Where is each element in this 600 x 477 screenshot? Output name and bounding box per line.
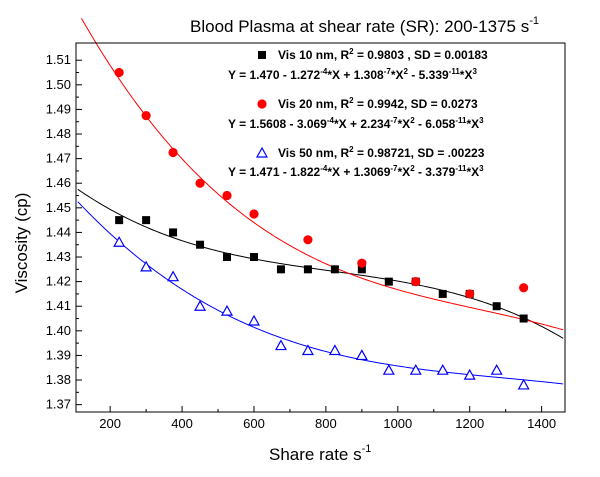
data-point-vis-20-nm [195,178,205,188]
data-point-vis-20-nm [303,235,313,245]
y-tick-label: 1.43 [46,249,71,264]
data-point-vis-10-nm [384,277,393,286]
data-point-vis-50-nm [274,339,287,351]
legend-equation-vis-10-nm: Y = 1.470 - 1.272-4*X + 1.308-7*X2 - 5.3… [228,67,477,82]
data-point-vis-20-nm [168,147,178,158]
data-point-vis-50-nm [301,344,314,356]
data-point-vis-20-nm [114,67,124,78]
data-point-vis-20-nm [411,277,421,287]
y-tick-label: 1.44 [46,224,71,239]
data-point-vis-50-nm [463,368,476,380]
fit-curve-vis-10-nm [77,188,564,339]
data-point-vis-10-nm [357,265,366,274]
data-point-vis-20-nm [222,190,232,201]
x-tick-label: 600 [243,416,265,431]
x-tick-label: 400 [171,416,193,431]
data-point-vis-50-nm [382,363,395,375]
chart-title: Blood Plasma at shear rate (SR): 200-137… [190,15,539,36]
x-axis-label: Share rate s-1 [269,443,371,464]
data-point-vis-10-nm [492,302,501,311]
y-axis-label: Viscosity (cp) [12,193,31,294]
y-tick-label: 1.50 [46,77,71,92]
data-point-vis-50-nm [490,363,503,375]
data-point-vis-50-nm [517,378,530,390]
data-point-vis-10-nm [115,216,124,225]
y-tick-label: 1.38 [46,372,71,387]
legend-marker-vis-50-nm [255,146,269,158]
data-point-vis-50-nm [113,236,126,247]
data-point-vis-50-nm [436,363,449,375]
x-axis-label-superscript: -1 [362,443,372,455]
legend-stats-vis-50-nm: Vis 50 nm, R2 = 0.98721, SD = .00223 [278,145,485,160]
y-tick-label: 1.46 [46,175,71,190]
legend-marker-vis-10-nm [258,51,266,59]
y-tick-label: 1.48 [46,126,71,141]
fit-curve-vis-50-nm [77,201,564,385]
x-tick-label: 800 [315,416,337,431]
data-point-vis-10-nm [438,289,447,298]
x-tick-label: 1000 [383,416,412,431]
x-axis-ticks: 200 400 600 800 1000 1200 1400 [99,406,556,431]
data-point-vis-50-nm [140,260,153,272]
data-point-vis-20-nm [465,289,475,299]
x-tick-label: 1200 [455,416,484,431]
data-point-vis-10-nm [330,265,339,274]
data-point-vis-10-nm [249,253,258,262]
data-point-vis-10-nm [519,314,528,323]
data-point-vis-20-nm [519,283,529,293]
data-point-vis-50-nm [194,299,207,311]
y-tick-label: 1.51 [46,52,71,67]
plot-area-frame [75,42,566,413]
data-point-vis-50-nm [167,270,180,282]
y-tick-label: 1.49 [46,101,71,116]
data-point-vis-10-nm [196,240,205,249]
x-tick-label: 200 [99,416,121,431]
y-tick-label: 1.42 [46,274,71,289]
data-point-vis-10-nm [276,265,285,274]
legend-marker-vis-20-nm [257,99,267,109]
x-tick-label: 1400 [527,416,556,431]
data-point-vis-50-nm [247,314,261,326]
data-point-vis-10-nm [169,228,178,237]
y-tick-label: 1.37 [46,397,71,412]
data-point-vis-50-nm [220,304,234,316]
legend-equation-vis-50-nm: Y = 1.471 - 1.822-4*X + 1.3069-7*X2 - 3.… [228,164,484,179]
data-point-vis-20-nm [249,209,259,219]
data-point-vis-50-nm [355,349,368,361]
y-tick-label: 1.47 [46,151,71,166]
data-markers [113,67,530,390]
legend-stats-vis-10-nm: Vis 10 nm, R2 = 0.9803 , SD = 0.00183 [278,47,488,62]
y-tick-label: 1.41 [46,298,71,313]
data-point-vis-20-nm [141,110,151,121]
legend-stats-vis-20-nm: Vis 20 nm, R2 = 0.9942, SD = 0.0273 [278,96,478,111]
data-point-vis-50-nm [328,344,341,356]
data-point-vis-10-nm [142,216,151,225]
data-point-vis-50-nm [409,363,422,375]
fit-curve-vis-20-nm [80,17,564,331]
y-axis-ticks: 1.37 1.38 1.39 1.40 1.41 1.42 1.43 1.44 1.45 1.46… [46,52,82,412]
data-point-vis-20-nm [357,258,367,268]
legend: Vis 10 nm, R2 = 0.9803 , SD = 0.00183 Y =… [228,47,488,179]
fit-curves [77,17,564,385]
data-point-vis-10-nm [303,265,312,274]
y-tick-label: 1.39 [46,347,71,362]
y-tick-label: 1.40 [46,323,71,338]
data-point-vis-10-nm [223,253,232,262]
y-tick-label: 1.45 [46,200,71,215]
chart-title-superscript: -1 [529,15,539,27]
legend-equation-vis-20-nm: Y = 1.5608 - 3.069-4*X + 2.234-7*X2 - 6.… [228,116,484,131]
